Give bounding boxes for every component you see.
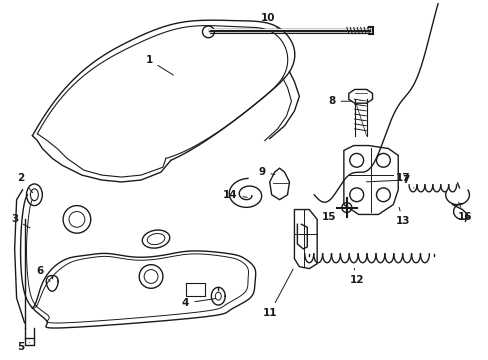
Text: 7: 7 xyxy=(366,175,409,185)
Polygon shape xyxy=(343,145,397,215)
Text: 2: 2 xyxy=(17,173,33,193)
Text: 16: 16 xyxy=(457,202,472,222)
Text: 15: 15 xyxy=(321,208,340,222)
Text: 9: 9 xyxy=(258,167,274,177)
Text: 13: 13 xyxy=(395,207,409,226)
Polygon shape xyxy=(294,210,317,269)
Text: 6: 6 xyxy=(37,266,50,282)
Text: 12: 12 xyxy=(349,269,363,285)
Text: 17: 17 xyxy=(395,173,413,188)
Text: 10: 10 xyxy=(260,13,277,28)
Ellipse shape xyxy=(26,184,42,206)
Polygon shape xyxy=(269,168,289,200)
Text: 1: 1 xyxy=(145,55,173,75)
Circle shape xyxy=(202,26,214,38)
Text: 8: 8 xyxy=(328,96,350,106)
Polygon shape xyxy=(348,89,372,103)
Text: 11: 11 xyxy=(262,269,292,318)
Text: 4: 4 xyxy=(182,298,215,308)
Text: 14: 14 xyxy=(223,190,247,200)
Text: 3: 3 xyxy=(11,215,30,228)
Text: 5: 5 xyxy=(17,342,29,352)
